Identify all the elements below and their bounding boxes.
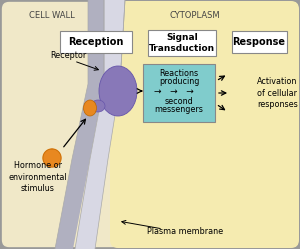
Polygon shape <box>43 149 61 167</box>
Text: Response: Response <box>232 37 286 47</box>
FancyBboxPatch shape <box>148 30 216 56</box>
Text: Plasma membrane: Plasma membrane <box>147 227 223 236</box>
Text: Activation
of cellular
responses: Activation of cellular responses <box>257 77 298 109</box>
Polygon shape <box>75 0 125 249</box>
Text: Reactions: Reactions <box>159 68 199 77</box>
FancyBboxPatch shape <box>232 31 286 53</box>
Text: CYTOPLASM: CYTOPLASM <box>170 11 220 20</box>
Text: →   →   →: → → → <box>154 86 194 96</box>
Text: producing: producing <box>159 76 199 85</box>
Text: Hormone or
environmental
stimulus: Hormone or environmental stimulus <box>9 161 67 193</box>
Polygon shape <box>55 0 104 249</box>
Text: Reception: Reception <box>68 37 124 47</box>
Text: second: second <box>165 97 194 106</box>
FancyBboxPatch shape <box>110 1 299 248</box>
Text: Signal
Transduction: Signal Transduction <box>149 33 215 53</box>
Text: messengers: messengers <box>154 105 203 114</box>
Ellipse shape <box>83 100 97 116</box>
Ellipse shape <box>99 66 137 116</box>
Ellipse shape <box>91 100 105 112</box>
Text: Receptor: Receptor <box>50 51 86 60</box>
FancyBboxPatch shape <box>143 64 215 122</box>
FancyBboxPatch shape <box>60 31 132 53</box>
Text: CELL WALL: CELL WALL <box>29 11 75 20</box>
